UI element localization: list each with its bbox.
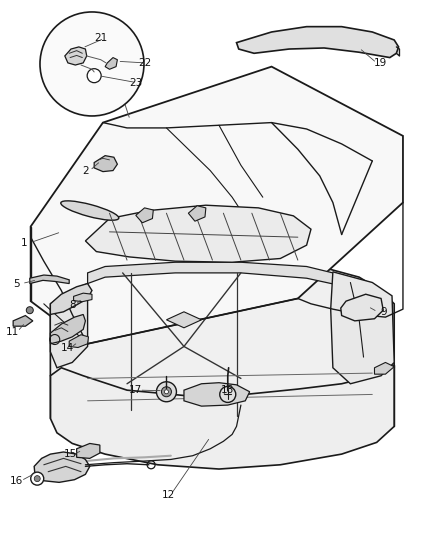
Text: 15: 15	[64, 449, 77, 459]
Text: 5: 5	[13, 279, 20, 288]
Circle shape	[40, 12, 144, 116]
Polygon shape	[237, 27, 399, 58]
Text: 11: 11	[6, 327, 19, 336]
Polygon shape	[50, 284, 88, 368]
Polygon shape	[30, 275, 69, 284]
Polygon shape	[341, 294, 383, 321]
Circle shape	[87, 69, 101, 83]
Ellipse shape	[61, 201, 119, 220]
Circle shape	[34, 475, 40, 482]
Circle shape	[164, 390, 169, 394]
Text: 16: 16	[10, 476, 23, 486]
Text: 1: 1	[21, 238, 28, 247]
Circle shape	[162, 387, 171, 397]
Text: 23: 23	[129, 78, 142, 87]
Polygon shape	[31, 67, 403, 344]
Text: 14: 14	[61, 343, 74, 352]
Circle shape	[220, 386, 236, 402]
Text: 9: 9	[380, 307, 387, 317]
Polygon shape	[50, 314, 85, 344]
Circle shape	[31, 472, 44, 485]
Text: 22: 22	[138, 58, 151, 68]
Polygon shape	[65, 47, 87, 65]
Polygon shape	[50, 365, 394, 469]
Text: 8: 8	[69, 300, 76, 310]
Polygon shape	[88, 262, 346, 287]
Polygon shape	[374, 362, 394, 374]
Polygon shape	[69, 335, 88, 348]
Text: 12: 12	[162, 490, 175, 499]
Circle shape	[156, 382, 177, 402]
Polygon shape	[50, 259, 394, 424]
Text: 18: 18	[221, 385, 234, 395]
Polygon shape	[188, 206, 206, 221]
Polygon shape	[50, 284, 92, 314]
Text: 17: 17	[129, 385, 142, 395]
Polygon shape	[85, 205, 311, 262]
Polygon shape	[331, 272, 394, 384]
Polygon shape	[34, 452, 90, 482]
Polygon shape	[136, 208, 153, 223]
Text: 2: 2	[82, 166, 89, 175]
Text: 21: 21	[94, 34, 107, 43]
Polygon shape	[166, 312, 201, 328]
Text: 19: 19	[374, 58, 387, 68]
Polygon shape	[74, 293, 92, 302]
Polygon shape	[105, 58, 117, 69]
Polygon shape	[94, 156, 117, 172]
Polygon shape	[184, 383, 250, 406]
Circle shape	[26, 306, 33, 314]
Polygon shape	[77, 443, 100, 458]
Polygon shape	[13, 316, 33, 326]
